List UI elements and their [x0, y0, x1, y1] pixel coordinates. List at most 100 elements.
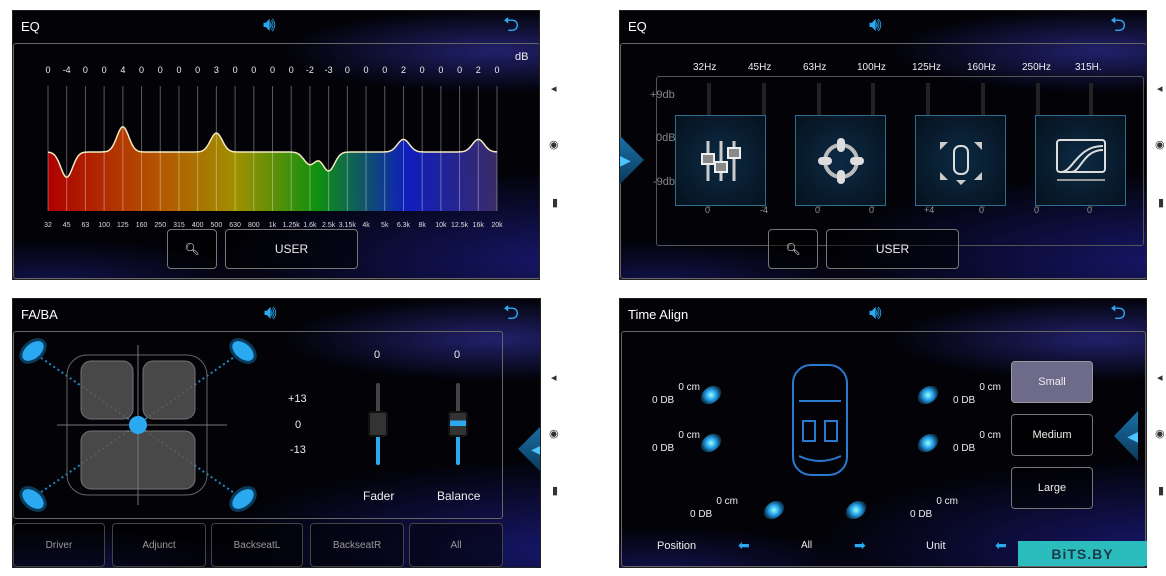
chevron-left-icon: ◀	[531, 440, 541, 457]
band-frequency: 125Hz	[912, 62, 941, 73]
band-value: 0	[345, 65, 350, 75]
scale-mid: 0dB	[656, 132, 676, 144]
zoom-in-icon: 🔍︎	[785, 242, 801, 256]
band-value: 0	[1087, 205, 1093, 215]
watermark: BiTS.BY	[1018, 541, 1147, 566]
band-value: 0	[705, 205, 711, 215]
band-value: 0	[195, 65, 200, 75]
band-frequency: 315H.	[1075, 62, 1102, 73]
db-unit: dB	[515, 51, 529, 63]
fader-thumb[interactable]	[368, 411, 388, 437]
band-frequency: 100	[98, 222, 110, 229]
size-button-small[interactable]: Small	[1011, 361, 1093, 403]
fader-panel	[13, 331, 503, 519]
band-frequency: 10k	[435, 222, 447, 229]
fader-balance-icon	[817, 137, 864, 184]
band-frequency: 45Hz	[748, 62, 772, 73]
balance-thumb[interactable]	[448, 411, 468, 437]
back-icon[interactable]: ⮌	[503, 302, 520, 324]
band-value: 0	[270, 65, 275, 75]
speaker-delay-readout: 0 cm 0 DB	[652, 429, 700, 455]
speaker-layout-tile[interactable]	[915, 115, 1006, 206]
band-value: 0	[102, 65, 107, 75]
band-value: 0	[815, 205, 821, 215]
balance-label: Balance	[437, 489, 481, 503]
speaker-distance: 0 cm	[979, 382, 1001, 393]
preset-button[interactable]: USER	[225, 229, 358, 269]
car-top-view-icon	[792, 364, 848, 476]
seat-button-driver[interactable]: Driver	[13, 523, 105, 567]
band-value: 4	[120, 65, 125, 75]
scale-mid: 0	[295, 419, 302, 431]
fader-balance-tile[interactable]	[795, 115, 886, 206]
band-value: 0	[1034, 205, 1040, 215]
band-frequency: 2.5k	[322, 222, 336, 229]
speaker-distance: 0 cm	[716, 496, 738, 507]
band-value: -4	[760, 205, 769, 215]
band-frequency: 1k	[269, 222, 277, 229]
band-value: 0	[158, 65, 163, 75]
back-icon[interactable]: ⮌	[503, 14, 520, 36]
preset-button[interactable]: USER	[826, 229, 959, 269]
band-frequency: 8k	[418, 222, 426, 229]
time-align-panel	[621, 331, 1146, 567]
band-value: -4	[63, 65, 71, 75]
band-frequency: 1.6k	[303, 222, 317, 229]
speaker-delay-readout: 0 cm 0 DB	[910, 495, 958, 521]
zoom-out-button[interactable]: 🔍︎	[167, 229, 217, 269]
band-frequency: 63	[82, 222, 90, 229]
position-prev-arrow[interactable]: ⬅	[738, 537, 750, 553]
eq-menu-screen: EQ 🔊︎ ⮌ 32Hz 45Hz 63Hz 100Hz 125Hz 160Hz 250Hz…	[619, 10, 1147, 280]
equalizer-icon	[700, 140, 741, 181]
size-button-large[interactable]: Large	[1011, 467, 1093, 509]
chevron-left-icon: ◀	[1127, 427, 1138, 444]
band-frequency: 250	[154, 222, 166, 229]
volume-icon[interactable]: 🔊︎	[264, 302, 277, 324]
equalizer-tile[interactable]	[675, 115, 766, 206]
side-icon-3: ▮	[1158, 485, 1165, 497]
seat-button-backseatr[interactable]: BackseatR	[310, 523, 404, 567]
unit-prev-arrow[interactable]: ⬅	[995, 537, 1007, 553]
volume-icon[interactable]: 🔊︎	[869, 14, 882, 36]
back-icon[interactable]: ⮌	[1110, 302, 1127, 324]
position-next-arrow[interactable]: ➡	[854, 537, 866, 553]
position-value: All	[801, 540, 813, 551]
screen-title: Time Align	[628, 307, 689, 322]
volume-icon[interactable]: 🔊︎	[263, 14, 276, 36]
band-value: 0	[420, 65, 425, 75]
band-value: 0	[869, 205, 875, 215]
fader-fill	[376, 424, 380, 465]
volume-icon[interactable]: 🔊︎	[869, 302, 882, 324]
band-frequency: 125	[117, 222, 129, 229]
speaker-gain: 0 DB	[652, 395, 675, 406]
band-value: 0	[83, 65, 88, 75]
speaker-distance: 0 cm	[979, 430, 1001, 441]
eq-panel	[13, 43, 539, 279]
menu-toggle-arrow[interactable]: ◀	[518, 425, 541, 473]
side-icon-3: ▮	[552, 485, 559, 497]
fader-balance-screen: FA/BA 🔊︎ ⮌ +13 0 -13 0 Fader 0 Balance D…	[12, 298, 541, 568]
side-icon-2: ◉	[549, 428, 559, 440]
band-frequency: 63Hz	[803, 62, 827, 73]
size-button-medium[interactable]: Medium	[1011, 414, 1093, 456]
band-frequency: 1.25k	[283, 222, 301, 229]
band-value: 0	[457, 65, 462, 75]
band-frequency: 6.3k	[397, 222, 411, 229]
band-value: 0	[438, 65, 443, 75]
speaker-distance: 0 cm	[678, 382, 700, 393]
cabin-diagram[interactable]	[17, 335, 267, 515]
seat-button-backseatl[interactable]: BackseatL	[211, 523, 303, 567]
unit-label: Unit	[926, 540, 946, 552]
watermark-text: BiTS.BY	[1051, 545, 1114, 562]
eq-curve-chart[interactable]: 032-445063010041250160025003150400350006…	[13, 11, 540, 280]
back-icon[interactable]: ⮌	[1110, 14, 1127, 36]
band-value: 0	[251, 65, 256, 75]
position-label: Position	[657, 540, 697, 552]
speaker-gain: 0 DB	[910, 509, 933, 520]
crossover-tile[interactable]	[1035, 115, 1126, 206]
scale-bottom: -13	[290, 444, 306, 456]
zoom-in-button[interactable]: 🔍︎	[768, 229, 818, 269]
fader-label: Fader	[363, 489, 395, 503]
seat-button-adjunct[interactable]: Adjunct	[112, 523, 206, 567]
seat-button-all[interactable]: All	[409, 523, 503, 567]
